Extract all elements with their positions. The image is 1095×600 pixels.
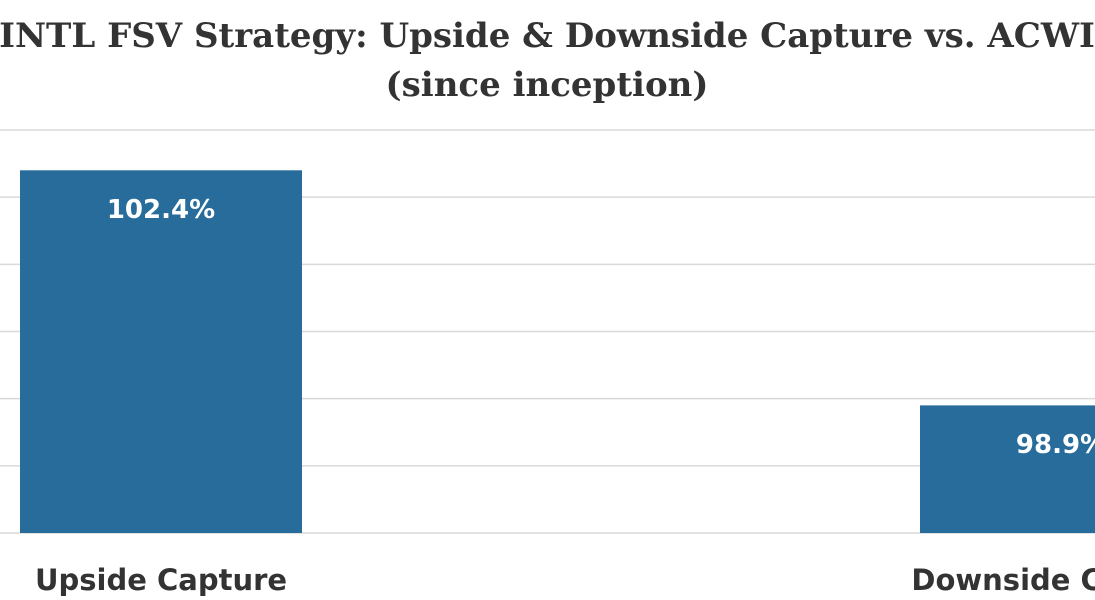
data-label: 102.4% bbox=[107, 195, 215, 225]
x-tick-label: Downside Capture bbox=[911, 563, 1095, 597]
bar bbox=[20, 170, 302, 534]
x-tick-label: Upside Capture bbox=[35, 563, 287, 597]
data-label: 98.9% bbox=[1016, 430, 1095, 460]
chart-title: INTL FSV Strategy: Upside & Downside Cap… bbox=[0, 16, 1095, 56]
chart-subtitle: (since inception) bbox=[386, 65, 709, 105]
bar bbox=[920, 405, 1095, 533]
